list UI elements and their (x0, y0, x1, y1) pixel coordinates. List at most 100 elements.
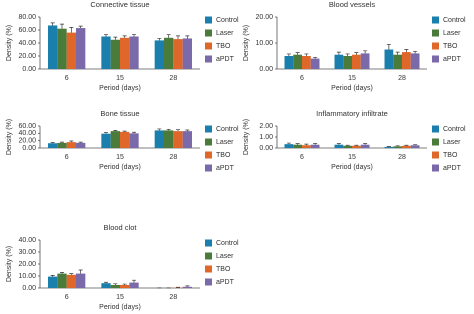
bar (154, 40, 164, 69)
x-axis-title: Period (days) (331, 164, 373, 171)
bar (343, 145, 352, 148)
bar (129, 36, 139, 69)
bar (48, 143, 58, 148)
x-tick-label: 28 (398, 75, 406, 82)
y-tick-label: 1.00 (259, 134, 273, 141)
chart-title: Blood clot (104, 223, 138, 232)
bar (76, 142, 86, 148)
error-bar (113, 36, 118, 40)
legend-swatch (432, 125, 439, 133)
bar (154, 130, 164, 148)
error-bar (113, 130, 118, 132)
legend-label: TBO (443, 43, 458, 50)
error-bar (50, 22, 55, 26)
error-bar (166, 34, 171, 38)
y-tick-label: 10.00 (18, 273, 36, 280)
legend-swatch (205, 125, 212, 133)
x-tick-label: 28 (169, 154, 177, 161)
bar (284, 56, 294, 69)
legend-swatch (432, 16, 439, 24)
legend-label: Control (216, 240, 239, 247)
error-bar (363, 143, 368, 145)
bar (129, 133, 139, 148)
chart-title: Connective tissue (90, 0, 149, 9)
bar (101, 133, 111, 148)
y-axis-title: Density (%) (243, 119, 250, 155)
y-tick-label: 20.00 (255, 14, 273, 21)
error-bar (104, 281, 108, 284)
error-bar (185, 35, 190, 39)
legend-label: Laser (216, 253, 234, 260)
bar (182, 131, 192, 148)
error-bar (69, 27, 74, 33)
bar (164, 130, 174, 148)
bar (48, 276, 58, 288)
error-bar (313, 56, 318, 59)
legend-label: Laser (443, 139, 461, 146)
error-bar (345, 144, 350, 146)
bar (310, 144, 320, 148)
error-bar (69, 273, 74, 275)
legend-swatch (432, 151, 439, 159)
error-bar (78, 25, 83, 29)
bar (76, 28, 86, 69)
bar (101, 36, 111, 69)
legend-swatch (205, 29, 212, 37)
x-axis-title: Period (days) (99, 164, 141, 171)
y-axis-title: Density (%) (6, 246, 13, 282)
y-tick-label: 20.00 (18, 53, 36, 60)
bar (173, 39, 183, 69)
bar (129, 282, 139, 288)
error-bar (176, 35, 180, 40)
y-tick-label: 20.00 (18, 261, 36, 268)
bar (57, 273, 67, 288)
error-bar (295, 143, 300, 145)
legend-label: Laser (443, 30, 461, 37)
legend-label: TBO (216, 43, 231, 50)
legend-label: Control (443, 126, 466, 133)
legend-swatch (432, 55, 439, 63)
bar (120, 285, 130, 288)
y-tick-label: 20.00 (18, 138, 36, 145)
bar (402, 145, 411, 148)
error-bar (395, 51, 400, 55)
legend-label: TBO (216, 266, 231, 273)
bar (384, 146, 394, 148)
bar (293, 144, 302, 148)
legend-swatch (432, 42, 439, 50)
legend-swatch (205, 55, 212, 63)
x-tick-label: 15 (348, 75, 356, 82)
legend-swatch (205, 138, 212, 146)
error-bar (132, 34, 136, 37)
bar (360, 53, 370, 69)
error-bar (50, 142, 55, 144)
x-tick-label: 28 (398, 154, 406, 161)
legend-label: aPDT (216, 165, 235, 172)
x-axis-title: Period (days) (331, 85, 373, 92)
error-bar (78, 269, 83, 274)
legend-label: Control (216, 17, 239, 24)
bar (182, 286, 192, 288)
error-bar (166, 128, 171, 131)
error-bar (404, 144, 409, 146)
error-bar (104, 34, 108, 37)
y-tick-label: 40.00 (18, 130, 36, 137)
error-bar (104, 132, 108, 134)
bar (57, 142, 67, 148)
y-axis-title: Density (%) (6, 119, 13, 155)
bar (173, 131, 183, 148)
error-bar (157, 38, 162, 41)
bar (284, 144, 294, 148)
legend-swatch (205, 265, 212, 273)
error-bar (354, 52, 359, 55)
bar (110, 285, 120, 288)
error-bar (286, 53, 291, 56)
y-axis-title: Density (%) (6, 25, 13, 61)
error-bar (122, 283, 127, 285)
x-tick-label: 6 (300, 154, 304, 161)
y-tick-label: 60.00 (18, 27, 36, 34)
error-bar (336, 51, 341, 55)
bar (182, 38, 192, 69)
error-bar (345, 53, 350, 56)
